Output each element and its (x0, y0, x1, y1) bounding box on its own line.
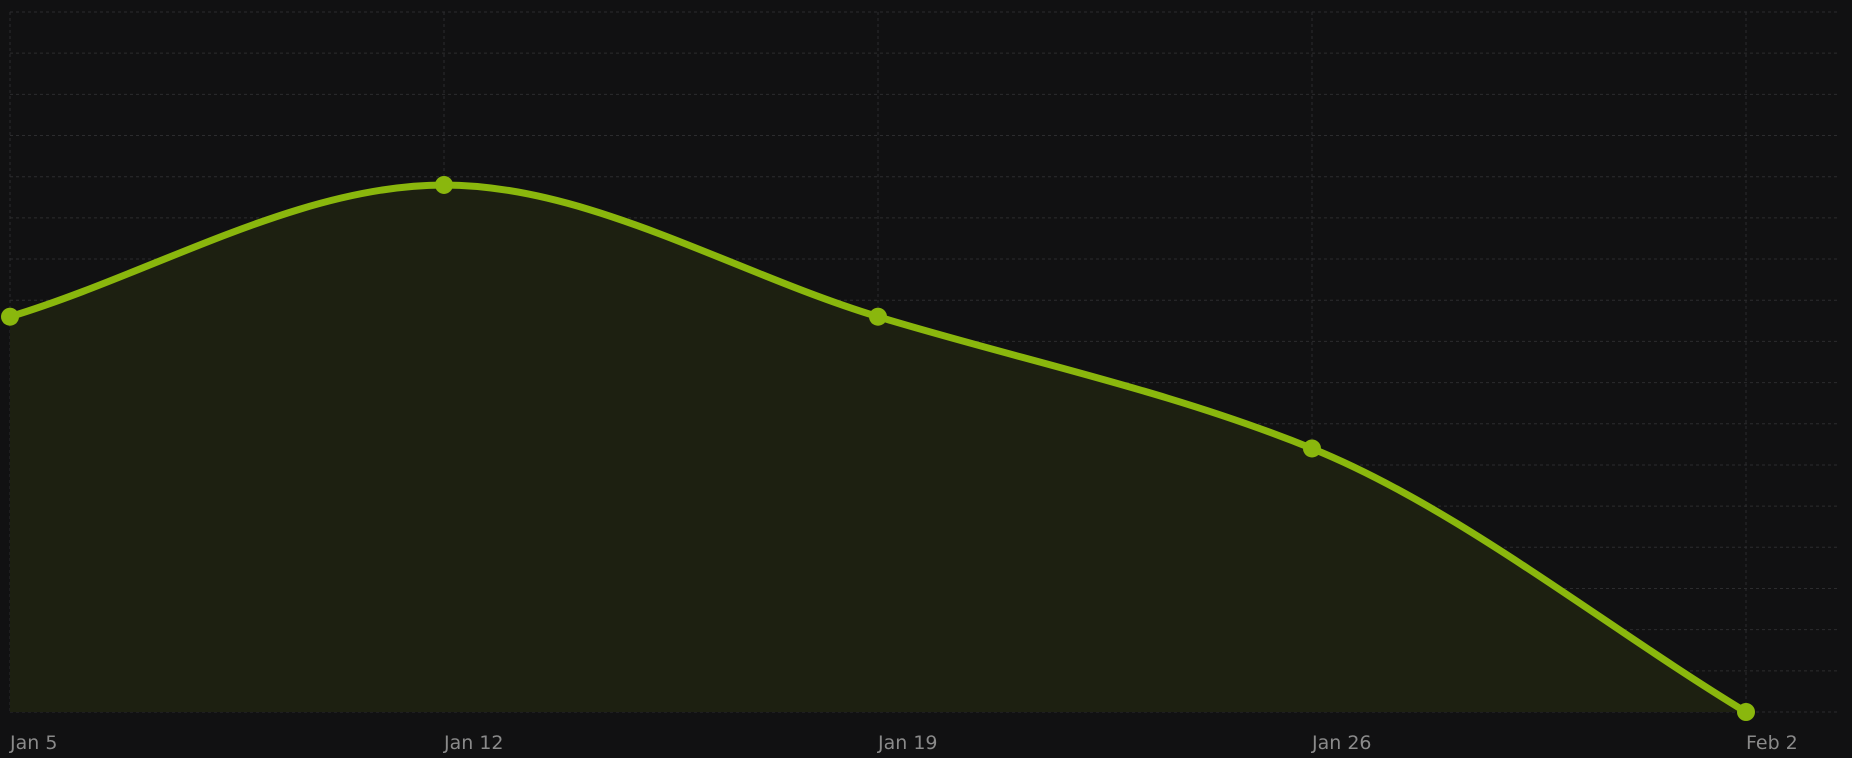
x-tick-label: Jan 19 (877, 732, 938, 754)
x-tick-label: Jan 26 (1311, 732, 1372, 754)
x-tick-label: Feb 2 (1746, 732, 1798, 754)
data-point-2 (869, 307, 887, 326)
data-point-3 (1303, 439, 1321, 458)
x-tick-label: Jan 12 (443, 732, 504, 754)
data-point-markers (1, 175, 1755, 721)
x-axis-ticks: Jan 5 Jan 12 Jan 19 Jan 26 Feb 2 (9, 732, 1798, 754)
data-point-0 (1, 307, 19, 326)
x-tick-label: Jan 5 (9, 732, 57, 754)
data-point-4 (1737, 703, 1755, 721)
data-point-1 (435, 175, 453, 194)
series-area-fill (10, 184, 1746, 713)
